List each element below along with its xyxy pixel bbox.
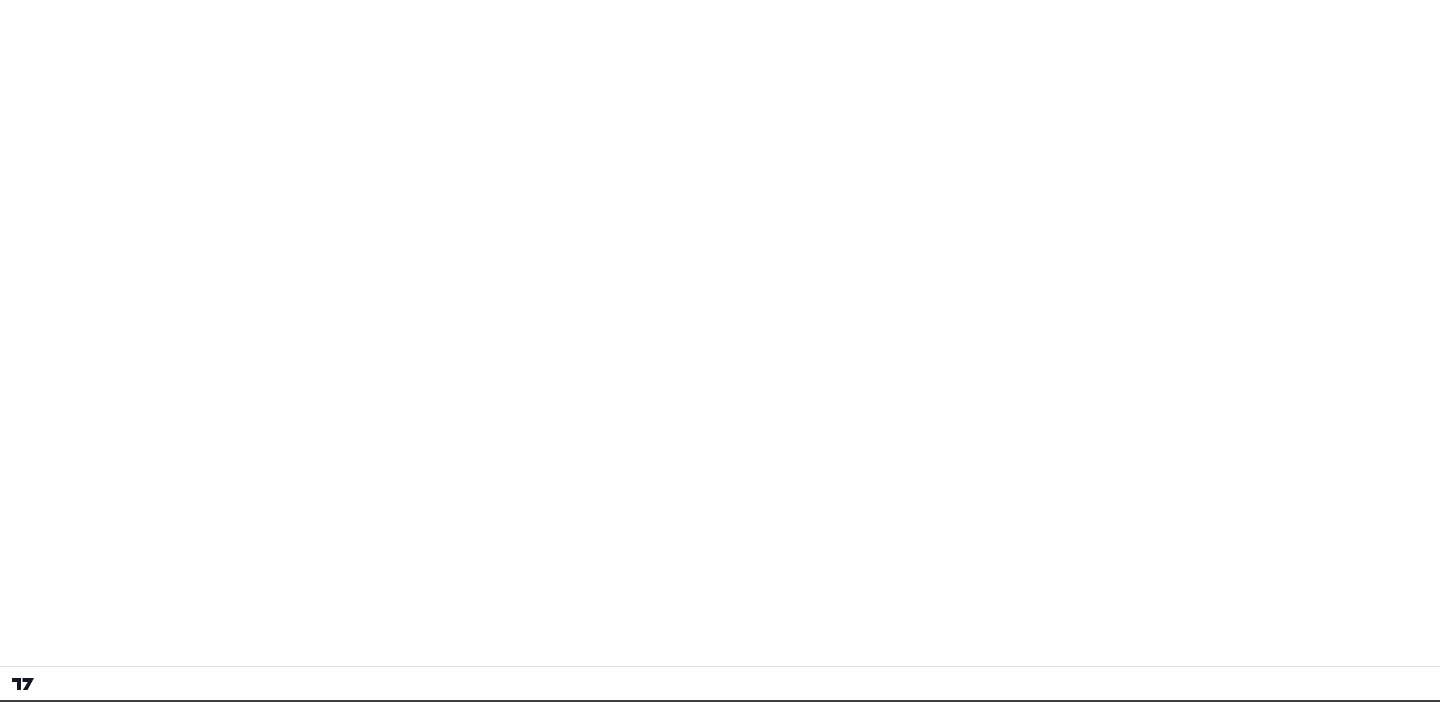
price-axis[interactable] (1335, 0, 1440, 636)
volume-legend (18, 53, 25, 68)
symbol-legend (18, 33, 56, 48)
rsi-legend (18, 540, 42, 554)
bottom-border (0, 700, 1440, 702)
tradingview-logo[interactable] (12, 676, 41, 692)
tradingview-logo-icon (12, 678, 34, 690)
footer-bar (0, 666, 1440, 701)
time-axis[interactable] (0, 636, 1335, 664)
